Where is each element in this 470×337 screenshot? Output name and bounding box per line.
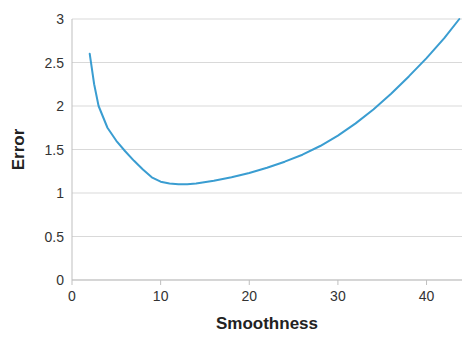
y-tick-label: 3 [56,11,64,27]
x-tick-label: 10 [153,288,169,304]
x-tick-label: 0 [68,288,76,304]
chart-svg: 00.511.522.53010203040SmoothnessError [0,0,470,337]
x-tick-label: 30 [330,288,346,304]
y-tick-label: 1 [56,185,64,201]
y-tick-label: 0 [56,272,64,288]
plot-area [90,19,460,184]
chart-container: 00.511.522.53010203040SmoothnessError [0,0,470,337]
x-tick-label: 40 [419,288,435,304]
grid-line [72,193,462,194]
x-tick [72,280,73,285]
grid-line [72,106,462,107]
x-tick [160,280,161,285]
x-tick [337,280,338,285]
y-tick-label: 2 [56,98,64,114]
x-tick-label: 20 [241,288,257,304]
y-tick-label: 2.5 [45,55,65,71]
line-series [90,19,460,184]
x-tick [249,280,250,285]
grid-line [72,236,462,237]
y-axis-title: Error [9,128,28,170]
x-axis-title: Smoothness [216,314,318,333]
y-tick-label: 0.5 [45,229,65,245]
grid-line [72,280,462,281]
grid-line [72,62,462,63]
x-tick [426,280,427,285]
y-tick-label: 1.5 [45,142,65,158]
grid-line [72,19,462,20]
y-axis-line [72,19,73,280]
x-axis-line [72,280,462,281]
grid-line [72,149,462,150]
